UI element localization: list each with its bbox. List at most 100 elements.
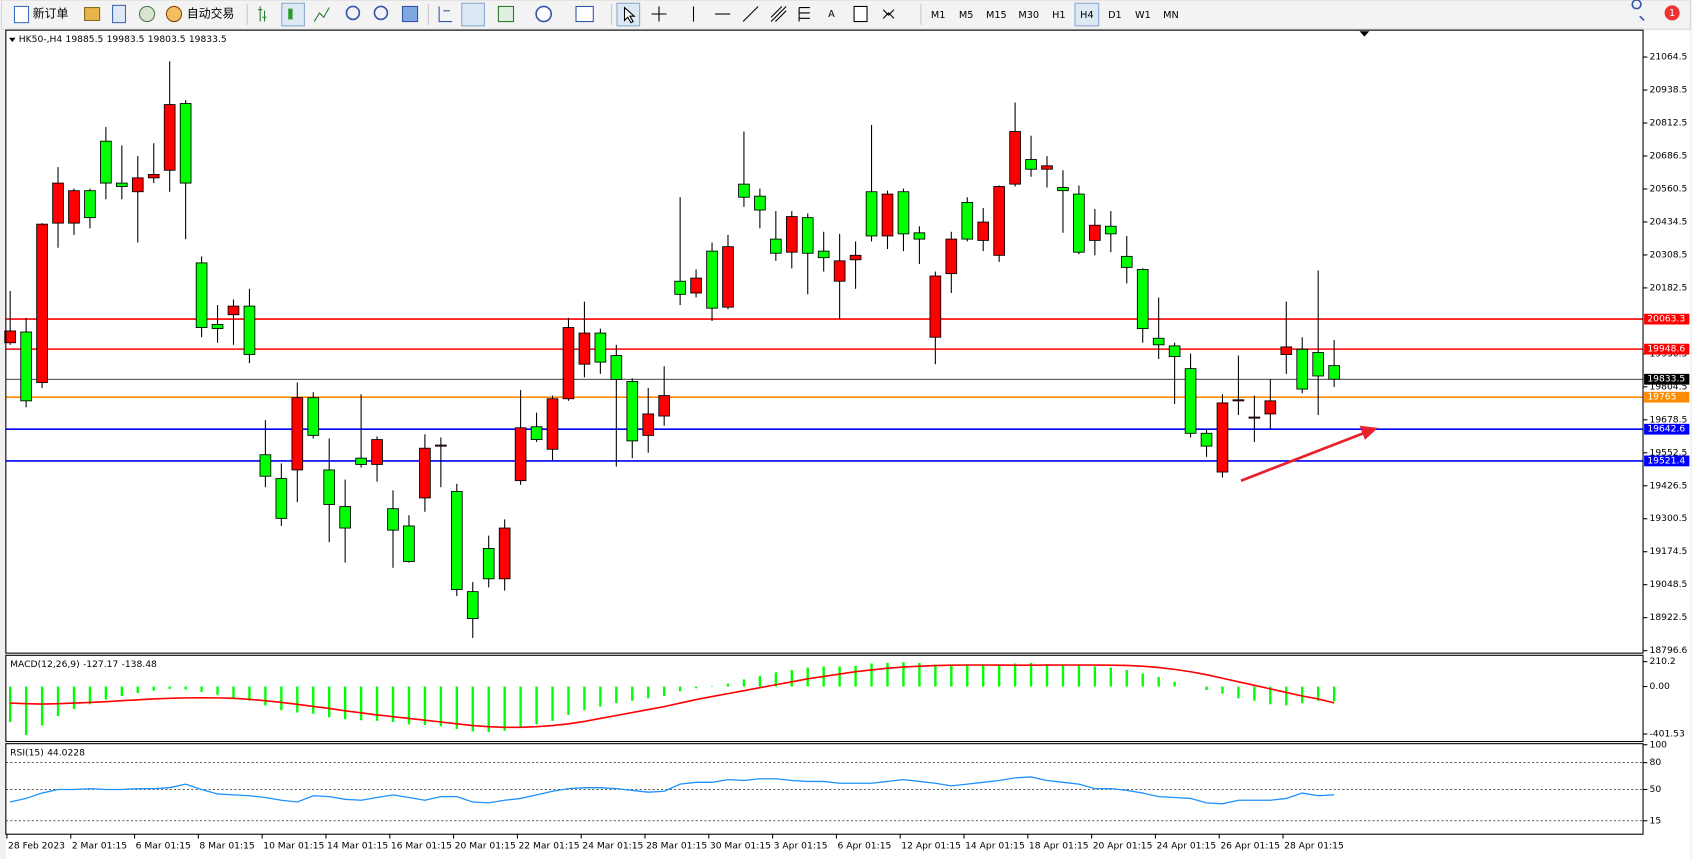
x-tick-label: 26 Apr 01:15: [1220, 841, 1280, 852]
level-label-bg: [1644, 373, 1690, 385]
candle-chart-icon[interactable]: [281, 2, 305, 27]
toolbar: 新订单 自动交易 A M1 M5 M15 M30 H1 H4 D1 W1 MN: [1, 0, 1691, 30]
timeframe[interactable]: M30: [1018, 10, 1039, 21]
timeframe[interactable]: H1: [1052, 10, 1065, 21]
y-tick-label: 19300.5: [1649, 513, 1687, 524]
candle-body: [594, 332, 607, 363]
candle-body: [977, 221, 990, 241]
zoom-in[interactable]: [345, 5, 361, 21]
level-label: 19642.6: [1647, 424, 1685, 435]
panel-header: MACD(12,26,9) -127.17 -138.48: [10, 658, 157, 669]
tile-windows[interactable]: [401, 5, 419, 23]
candle-body: [243, 305, 256, 355]
plot-bg: [5, 30, 1644, 835]
level-label: 19521.4: [1647, 455, 1685, 466]
search[interactable]: [1631, 0, 1645, 22]
candle-body: [179, 103, 192, 184]
candle-body: [1296, 348, 1309, 390]
candle-body: [961, 202, 974, 240]
candle-body: [387, 508, 399, 531]
text-tool-icon[interactable]: A: [828, 9, 835, 20]
level-label-bg: [1644, 343, 1690, 355]
candle-body: [1152, 337, 1165, 346]
candle-body: [1184, 368, 1197, 434]
zoom-out[interactable]: [373, 5, 389, 21]
candle-body: [690, 277, 702, 294]
periods[interactable]: [535, 5, 553, 23]
auto-trading-icon[interactable]: [165, 5, 183, 23]
arrows-tool[interactable]: [882, 9, 895, 19]
candle-body: [1104, 225, 1117, 235]
x-tick-label: 24 Mar 01:15: [582, 841, 643, 852]
timeframe[interactable]: MN: [1163, 10, 1179, 21]
candle-body: [259, 454, 272, 477]
tool-icon[interactable]: [138, 5, 156, 23]
line-chart-icon[interactable]: [313, 7, 330, 22]
y-tick-label: 18796.6: [1649, 645, 1687, 656]
candle-body: [195, 262, 208, 328]
candle-body: [450, 490, 463, 590]
x-tick-label: 22 Mar 01:15: [518, 841, 579, 852]
candle-body: [435, 444, 447, 447]
timeframe[interactable]: M5: [959, 10, 974, 21]
timeframe[interactable]: M15: [986, 10, 1007, 21]
candle-body: [1264, 400, 1277, 415]
x-tick-label: 6 Apr 01:15: [837, 841, 891, 852]
shift-marker: [1359, 31, 1370, 37]
candle-body: [1009, 131, 1021, 185]
x-tick-label: 3 Apr 01:15: [774, 841, 828, 852]
candle-body: [1120, 255, 1133, 268]
candle-body: [339, 506, 351, 529]
auto-trading[interactable]: 自动交易: [187, 7, 234, 21]
annotation-arrowhead: [1359, 425, 1378, 440]
candle-body: [562, 327, 575, 400]
tool-icon[interactable]: [112, 4, 127, 24]
y-tick-label: 19804.5: [1649, 381, 1687, 392]
header-marker: [9, 37, 16, 43]
notification-count[interactable]: 1: [1669, 8, 1675, 19]
header-value: 19983.5: [107, 33, 145, 44]
channel[interactable]: [770, 6, 787, 22]
header-value: -127.17: [83, 658, 119, 669]
candle-body: [163, 104, 176, 171]
candle-body: [1248, 416, 1261, 419]
candle-body: [291, 397, 304, 471]
panel-header: RSI(15) 44.0228: [10, 747, 85, 758]
candle-body: [1025, 159, 1037, 170]
candle-body: [897, 191, 910, 235]
x-tick-label: 10 Mar 01:15: [263, 841, 324, 852]
candle-body: [514, 427, 527, 482]
candle-body: [355, 457, 367, 465]
crosshair[interactable]: [651, 6, 667, 22]
trendline[interactable]: [742, 6, 759, 22]
candle-body: [1232, 399, 1245, 402]
templates[interactable]: [575, 5, 594, 23]
x-tick-label: 8 Mar 01:15: [199, 841, 254, 852]
candle-body: [227, 305, 240, 316]
y-tick-label: 100: [1649, 739, 1667, 750]
candle-body: [466, 591, 479, 620]
candle-body: [945, 238, 958, 275]
main-frame: [5, 29, 1644, 654]
fibo[interactable]: [798, 7, 810, 22]
candle-body: [1168, 345, 1181, 358]
notification-badge[interactable]: [1664, 5, 1680, 21]
new-order-icon[interactable]: [13, 5, 30, 24]
timeframe[interactable]: D1: [1108, 10, 1122, 21]
rsi-frame: [5, 743, 1644, 835]
candle-icon: [288, 8, 293, 20]
price-axis-bg: [1643, 30, 1691, 859]
timeframe[interactable]: M1: [931, 10, 946, 21]
tool-icon[interactable]: [84, 7, 101, 22]
label-tool[interactable]: [853, 5, 868, 23]
bar-chart-icon[interactable]: [258, 6, 267, 22]
x-tick-label: 28 Feb 2023: [8, 841, 65, 852]
y-tick-label: 19552.5: [1649, 447, 1687, 458]
chart-shift[interactable]: [438, 6, 453, 23]
indicators[interactable]: [497, 5, 515, 23]
timeframe[interactable]: H4: [1080, 10, 1093, 21]
timeframe[interactable]: W1: [1135, 10, 1151, 21]
autoscroll[interactable]: [461, 2, 485, 27]
new-order[interactable]: 新订单: [33, 7, 69, 21]
